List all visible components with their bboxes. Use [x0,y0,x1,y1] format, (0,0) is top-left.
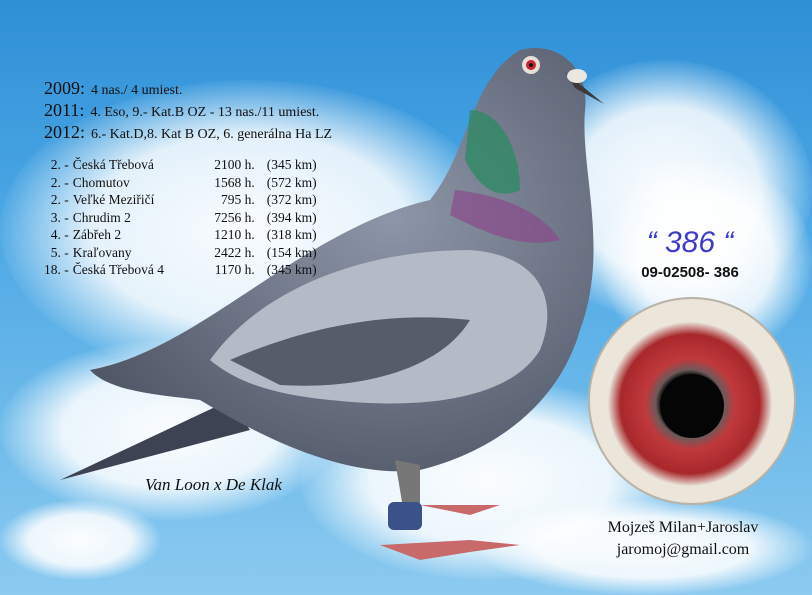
race-name: Česká Třebová [72,157,154,172]
owner-info: Mojzeš Milan+Jaroslav jaromoj@gmail.com [578,517,788,561]
table-row: 5. - Kraľovany 2422 h. (154 km) [44,244,317,262]
year: 2012: [44,122,86,142]
result-text: 4 nas./ 4 umiest. [91,83,183,98]
race-name: Kraľovany [72,244,132,260]
place: 2. - [50,157,69,172]
place: 3. - [50,209,69,225]
race-name: Česká Třebová 4 [72,262,164,277]
cloud [480,500,812,595]
result-text: 4. Eso, 9.- Kat.B OZ - 13 nas./11 umiest… [90,105,320,120]
ring-number: 09-02508- 386 [641,264,739,281]
result-2011: 2011: 4. Eso, 9.- Kat.B OZ - 13 nas./11 u… [44,100,319,121]
owner-name: Mojzeš Milan+Jaroslav [607,519,759,536]
distance: (372 km) [266,192,317,207]
distance: (345 km) [266,262,317,277]
ring-short-label: “ 386 “ [646,226,734,259]
result-text: 6.- Kat.D,8. Kat B OZ, 6. generálna Ha L… [91,127,333,142]
distance: (318 km) [266,227,317,242]
cloud [0,500,160,580]
pedigree-label: Van Loon x De Klak [145,475,282,494]
table-row: 2. - Veľké Meziřičí 795 h. (372 km) [44,191,317,209]
race-name: Zábřeh 2 [72,227,122,242]
birds: 2422 h. [214,244,255,260]
birds: 7256 h. [214,209,255,225]
race-name: Chomutov [72,174,130,190]
table-row: 4. - Zábřeh 2 1210 h. (318 km) [44,226,317,244]
distance: (572 km) [266,174,317,190]
race-results-table: 2. - Česká Třebová 2100 h. (345 km) 2. - Cho… [44,156,317,279]
result-2012: 2012: 6.- Kat.D,8. Kat B OZ, 6. generálna… [44,122,332,143]
place: 18. - [44,262,69,277]
result-2009: 2009: 4 nas./ 4 umiest. [44,78,182,99]
place: 5. - [50,244,69,260]
birds: 1170 h. [214,262,255,277]
table-row: 3. - Chrudim 2 7256 h. (394 km) [44,209,317,227]
table-row: 2. - Chomutov 1568 h. (572 km) [44,174,317,192]
table-row: 18. - Česká Třebová 4 1170 h. (345 km) [44,261,317,279]
birds: 1568 h. [214,174,255,190]
table-row: 2. - Česká Třebová 2100 h. (345 km) [44,156,317,174]
place: 2. - [50,174,69,190]
year: 2009: [44,78,86,98]
birds: 795 h. [221,192,255,207]
year: 2011: [44,100,85,120]
owner-email: jaromoj@gmail.com [616,541,750,558]
birds: 1210 h. [214,227,255,242]
distance: (345 km) [266,157,317,172]
race-name: Chrudim 2 [72,209,131,225]
place: 4. - [50,227,69,242]
place: 2. - [50,192,69,207]
birds: 2100 h. [214,157,255,172]
race-name: Veľké Meziřičí [72,192,155,207]
distance: (394 km) [266,209,317,225]
distance: (154 km) [266,244,317,260]
